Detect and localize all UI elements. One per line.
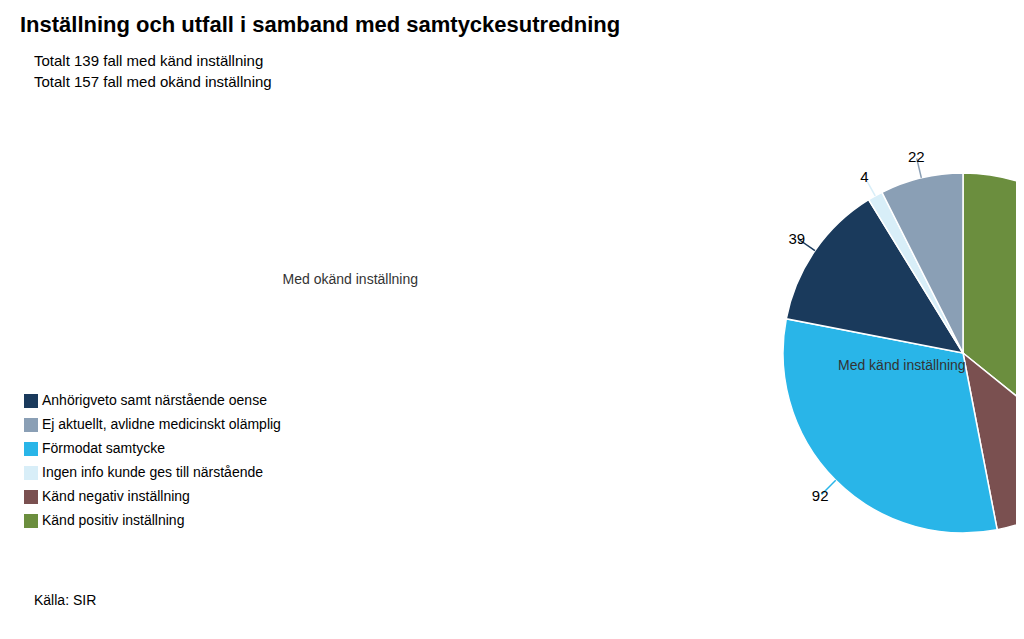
- svg-text:92: 92: [812, 487, 829, 504]
- svg-text:39: 39: [789, 230, 806, 247]
- html-text:Källa: SIR: Källa: SIR: [34, 592, 97, 608]
- html-text:Ingen info kunde ges till närs: Ingen info kunde ges till närstående: [42, 464, 263, 480]
- html-text:Känd positiv inställning: Känd positiv inställning: [42, 512, 185, 528]
- html-text:Inställning och utfall i samba: Inställning och utfall i samband med sam…: [20, 12, 621, 37]
- html-text:Med känd inställning: Med känd inställning: [838, 357, 966, 373]
- html-text:Ej aktuellt, avlidne medicinsk: Ej aktuellt, avlidne medicinskt olämplig: [42, 416, 281, 432]
- html-text:Totalt 157 fall med okänd inst: Totalt 157 fall med okänd inställning: [34, 73, 272, 90]
- html-text:Med okänd inställning: Med okänd inställning: [282, 270, 418, 287]
- html-text:Förmodat samtycke: Förmodat samtycke: [42, 440, 165, 456]
- html-text:Totalt 139 fall med känd instä: Totalt 139 fall med känd inställning: [34, 52, 264, 69]
- html-text:Anhörigveto samt närstående oe: Anhörigveto samt närstående oense: [42, 392, 267, 408]
- svg-text:22: 22: [908, 148, 925, 165]
- svg-text:4: 4: [860, 168, 868, 185]
- html-text:Känd negativ inställning: Känd negativ inställning: [42, 488, 190, 504]
